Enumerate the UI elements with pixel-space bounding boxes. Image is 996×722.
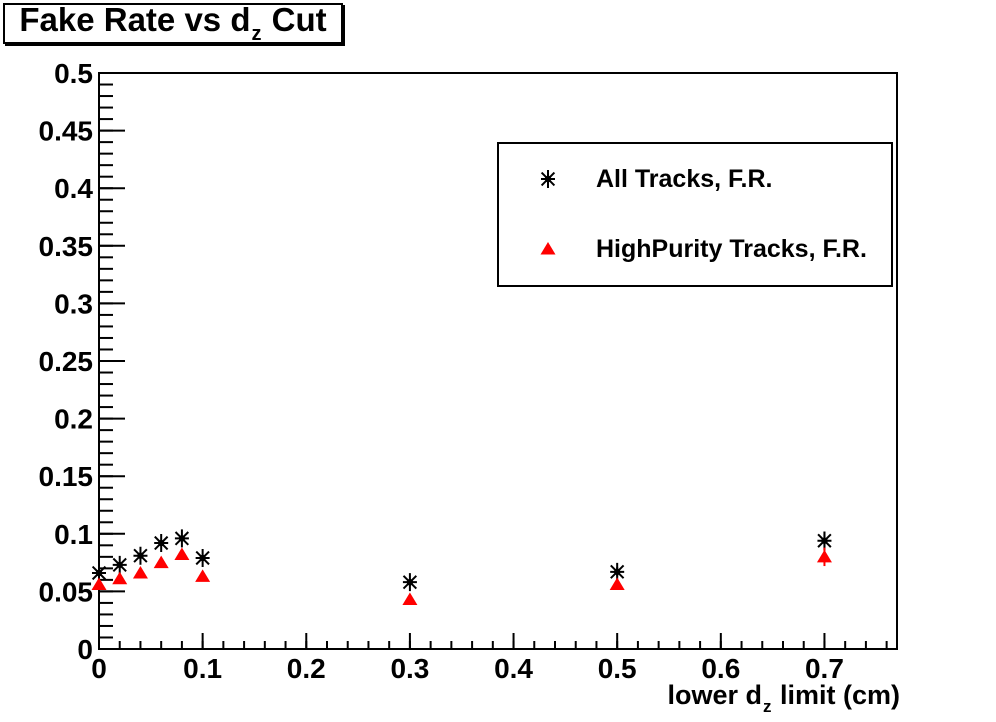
data-point-triangle <box>402 592 418 605</box>
y-tick-label: 0.15 <box>39 461 94 492</box>
data-point-asterisk-center <box>95 569 103 577</box>
data-point-asterisk-center <box>137 552 144 559</box>
data-point-triangle <box>153 555 169 569</box>
x-axis-title: lower dz limit (cm) <box>667 680 900 716</box>
data-point-triangle <box>174 547 190 561</box>
y-tick-label: 0.35 <box>39 231 94 262</box>
data-point-asterisk-center <box>199 554 206 562</box>
legend-entry-highpurity: HighPurity Tracks, F.R. <box>499 214 891 284</box>
data-point-asterisk-center <box>178 535 186 542</box>
data-point-triangle <box>816 549 832 563</box>
y-tick-label: 0.45 <box>39 116 94 147</box>
y-tick-label: 0 <box>77 634 93 665</box>
x-tick-label: 0.3 <box>390 653 429 684</box>
legend-box: All Tracks, F.R. HighPurity Tracks, F.R. <box>497 142 893 287</box>
data-point-triangle <box>195 569 211 582</box>
data-point-asterisk-center <box>821 537 828 544</box>
data-point-triangle <box>91 577 107 590</box>
y-tick-label: 0.1 <box>54 519 93 550</box>
title-box: Fake Rate vs dz Cut <box>3 3 343 44</box>
triangle-marker-icon <box>499 236 596 262</box>
data-point-triangle <box>132 565 148 579</box>
asterisk-marker-icon <box>499 166 596 192</box>
x-tick-label: 0.4 <box>494 653 533 684</box>
y-tick-label: 0.4 <box>54 173 93 204</box>
y-tick-label: 0.05 <box>39 576 94 607</box>
x-tick-label: 0.2 <box>287 653 326 684</box>
title-subscript: z <box>251 23 262 45</box>
legend-label-highpurity: HighPurity Tracks, F.R. <box>596 234 867 263</box>
y-tick-label: 0.25 <box>39 346 94 377</box>
data-point-asterisk-center <box>157 539 165 547</box>
y-tick-label: 0.5 <box>54 58 93 89</box>
y-tick-label: 0.3 <box>54 288 93 319</box>
plot-title: Fake Rate vs dz Cut <box>19 1 327 45</box>
x-tick-label: 0.1 <box>183 653 222 684</box>
data-point-asterisk-center <box>613 568 621 576</box>
x-tick-label: 0 <box>91 653 107 684</box>
x-tick-label: 0.5 <box>598 653 637 684</box>
x-tick-label: 0.7 <box>805 653 844 684</box>
data-point-triangle <box>609 577 625 590</box>
x-tick-label: 0.6 <box>701 653 740 684</box>
x-axis-title-subscript: z <box>762 697 772 716</box>
legend-entry-all-tracks: All Tracks, F.R. <box>499 144 891 214</box>
y-tick-label: 0.2 <box>54 404 93 435</box>
legend-label-all-tracks: All Tracks, F.R. <box>596 164 773 193</box>
data-point-triangle <box>112 571 128 585</box>
data-point-asterisk-center <box>406 578 414 586</box>
data-point-asterisk-center <box>116 561 123 569</box>
